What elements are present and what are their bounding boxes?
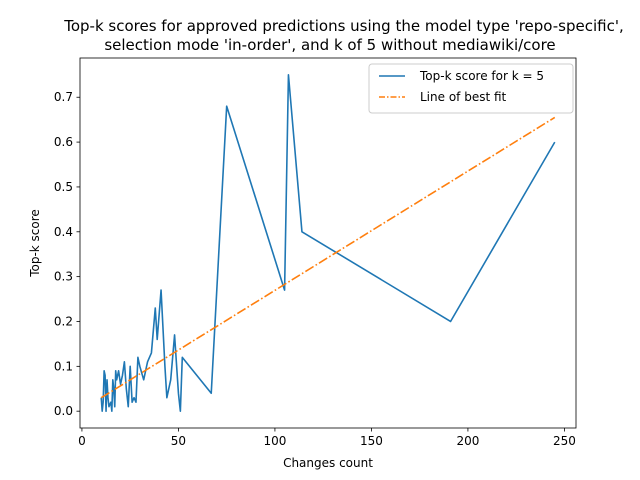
plot-area [79, 57, 577, 429]
y-tick-label: 0.7 [54, 90, 73, 104]
legend: Top-k score for k = 5 Line of best fit [368, 63, 574, 114]
x-tick-label: 150 [360, 434, 383, 448]
chart-title-line-2: selection mode 'in-order', and k of 5 wi… [104, 36, 555, 54]
y-tick-label: 0.4 [54, 225, 73, 239]
x-axis-label: Changes count [283, 456, 373, 470]
legend-box [368, 63, 574, 114]
axes-frame [79, 57, 577, 429]
y-tick-label: 0.0 [54, 404, 73, 418]
series-line-1 [100, 74, 556, 412]
x-tick-label: 50 [171, 434, 186, 448]
x-tick-label: 200 [456, 434, 479, 448]
x-tick-label: 250 [553, 434, 576, 448]
series-line-2 [100, 116, 556, 399]
legend-label-series-2: Line of best fit [420, 90, 507, 104]
legend-label-series-1: Top-k score for k = 5 [419, 69, 544, 83]
x-tick-label: 100 [263, 434, 286, 448]
chart-title-line-1: Top-k scores for approved predictions us… [63, 17, 624, 35]
y-tick-label: 0.1 [54, 359, 73, 373]
y-tick-label: 0.5 [54, 180, 73, 194]
x-tick-label: 0 [78, 434, 86, 448]
y-axis-label: Top-k score [28, 209, 42, 278]
y-tick-label: 0.6 [54, 135, 73, 149]
x-axis: 0 50 100 150 200 250 [78, 428, 576, 448]
y-tick-label: 0.3 [54, 270, 73, 284]
y-axis: 0.0 0.1 0.2 0.3 0.4 0.5 0.6 0.7 [54, 90, 80, 418]
y-tick-label: 0.2 [54, 314, 73, 328]
